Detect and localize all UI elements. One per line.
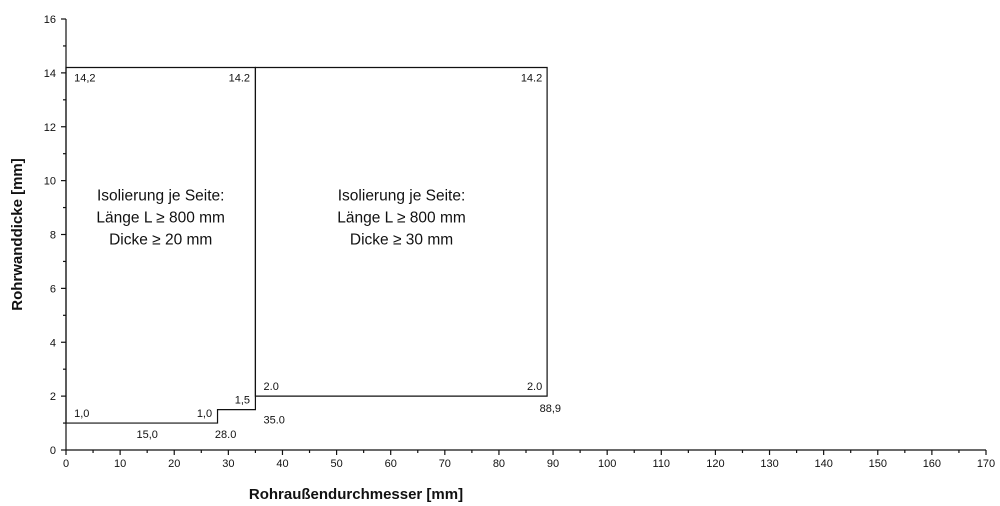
y-tick-label: 8 bbox=[50, 230, 56, 242]
y-ticks: 0 2 4 6 8 10 12 14 16 bbox=[44, 14, 66, 457]
value-annotation: 1,0 bbox=[197, 408, 212, 420]
y-tick-label: 0 bbox=[50, 445, 56, 457]
annotations: 14,2 14.2 14.2 1,0 1,0 1,5 2.0 2.0 15,0 28.0 35.0 8… bbox=[74, 72, 561, 441]
y-axis-title: Rohrwanddicke [mm] bbox=[9, 158, 26, 311]
value-annotation: 2.0 bbox=[264, 381, 279, 393]
regions: Isolierung je Seite: Länge L ≥ 800 mm Dick… bbox=[65, 66, 548, 424]
axes: 0 10 20 30 40 50 60 70 80 90 100 110 120 130 140 150 160… bbox=[44, 14, 995, 470]
region-label-line: Isolierung je Seite: bbox=[97, 188, 225, 205]
region-label-line: Dicke ≥ 30 mm bbox=[350, 232, 453, 249]
x-tick-label: 80 bbox=[493, 458, 505, 470]
value-annotation: 14,2 bbox=[74, 72, 95, 84]
x-tick-label: 60 bbox=[385, 458, 397, 470]
region-boundary-1 bbox=[65, 66, 257, 424]
x-tick-label: 30 bbox=[222, 458, 234, 470]
x-tick-label: 100 bbox=[598, 458, 616, 470]
y-tick-label: 4 bbox=[50, 337, 56, 349]
x-tick-label: 120 bbox=[706, 458, 724, 470]
x-tick-label: 140 bbox=[814, 458, 832, 470]
x-tick-label: 20 bbox=[168, 458, 180, 470]
region-label-line: Länge L ≥ 800 mm bbox=[96, 210, 225, 227]
x-tick-label: 90 bbox=[547, 458, 559, 470]
y-tick-label: 2 bbox=[50, 391, 56, 403]
region-label-line: Länge L ≥ 800 mm bbox=[337, 210, 466, 227]
value-annotation: 35.0 bbox=[264, 415, 285, 427]
x-tick-label: 150 bbox=[869, 458, 887, 470]
x-tick-label: 160 bbox=[923, 458, 941, 470]
value-annotation: 14.2 bbox=[229, 72, 250, 84]
y-tick-label: 14 bbox=[44, 68, 56, 80]
x-tick-label: 0 bbox=[63, 458, 69, 470]
y-tick-label: 6 bbox=[50, 283, 56, 295]
value-annotation: 1,5 bbox=[235, 395, 250, 407]
value-annotation: 2.0 bbox=[527, 381, 542, 393]
x-tick-label: 170 bbox=[977, 458, 995, 470]
value-annotation: 1,0 bbox=[74, 408, 89, 420]
x-tick-label: 130 bbox=[760, 458, 778, 470]
x-tick-label: 70 bbox=[439, 458, 451, 470]
x-tick-label: 50 bbox=[330, 458, 342, 470]
x-ticks: 0 10 20 30 40 50 60 70 80 90 100 110 120 130 140 150 160… bbox=[63, 450, 995, 470]
value-annotation: 88,9 bbox=[540, 403, 561, 415]
x-axis-title: Rohraußendurchmesser [mm] bbox=[249, 486, 463, 503]
value-annotation: 15,0 bbox=[136, 429, 157, 441]
region-boundary-2 bbox=[254, 66, 548, 397]
x-tick-label: 10 bbox=[114, 458, 126, 470]
x-tick-label: 110 bbox=[653, 458, 671, 470]
y-tick-label: 16 bbox=[44, 14, 56, 26]
y-tick-label: 10 bbox=[44, 176, 56, 188]
region-label-line: Isolierung je Seite: bbox=[338, 188, 466, 205]
value-annotation: 28.0 bbox=[215, 429, 236, 441]
region-label-line: Dicke ≥ 20 mm bbox=[109, 232, 212, 249]
x-tick-label: 40 bbox=[276, 458, 288, 470]
value-annotation: 14.2 bbox=[521, 72, 542, 84]
y-tick-label: 12 bbox=[44, 122, 56, 134]
